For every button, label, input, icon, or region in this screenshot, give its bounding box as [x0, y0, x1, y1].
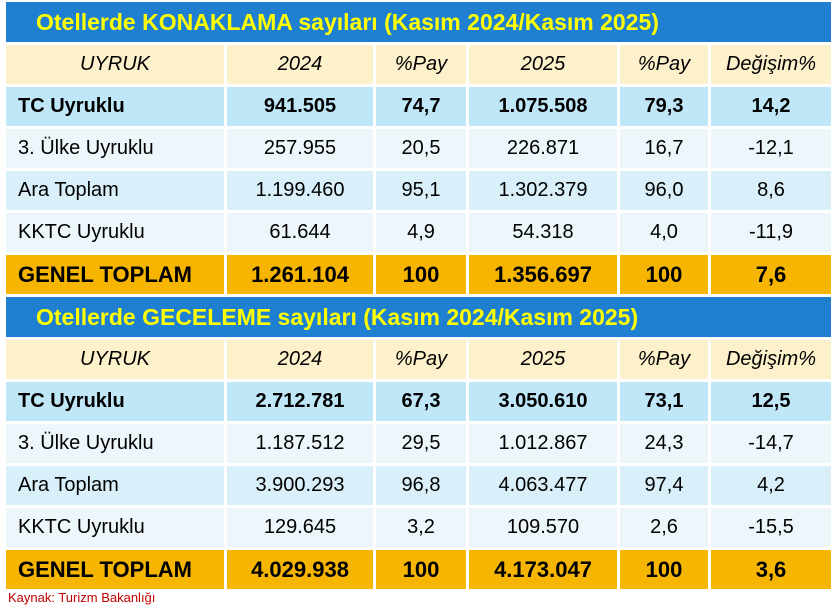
header-cell: UYRUK — [6, 45, 224, 84]
data-cell: 1.199.460 — [227, 171, 373, 210]
header-cell: %Pay — [620, 45, 708, 84]
table-block: Otellerde GECELEME sayıları (Kasım 2024/… — [6, 297, 831, 589]
data-cell: 16,7 — [620, 129, 708, 168]
data-cell: 4,9 — [376, 213, 466, 252]
data-cell: 2,6 — [620, 508, 708, 547]
data-cell: 3,6 — [711, 550, 831, 589]
data-cell: 3,2 — [376, 508, 466, 547]
data-cell: 97,4 — [620, 466, 708, 505]
row-label: TC Uyruklu — [6, 382, 224, 421]
header-cell: Değişim% — [711, 340, 831, 379]
data-cell: 96,0 — [620, 171, 708, 210]
data-cell: 1.302.379 — [469, 171, 617, 210]
data-cell: 257.955 — [227, 129, 373, 168]
row-label: Ara Toplam — [6, 466, 224, 505]
row-label: 3. Ülke Uyruklu — [6, 129, 224, 168]
data-cell: 226.871 — [469, 129, 617, 168]
header-cell: 2025 — [469, 340, 617, 379]
data-cell: 2.712.781 — [227, 382, 373, 421]
header-cell: 2024 — [227, 45, 373, 84]
tables: Otellerde KONAKLAMA sayıları (Kasım 2024… — [0, 2, 837, 589]
data-cell: 941.505 — [227, 87, 373, 126]
data-cell: 54.318 — [469, 213, 617, 252]
header-cell: UYRUK — [6, 340, 224, 379]
data-cell: 67,3 — [376, 382, 466, 421]
row-label: GENEL TOPLAM — [6, 550, 224, 589]
row-label: 3. Ülke Uyruklu — [6, 424, 224, 463]
header-cell: Değişim% — [711, 45, 831, 84]
header-cell: 2025 — [469, 45, 617, 84]
data-cell: 7,6 — [711, 255, 831, 294]
table-grid: UYRUK 2024 %Pay 2025 %Pay Değişim% TC Uyruklu 9… — [6, 45, 831, 294]
row-label: Ara Toplam — [6, 171, 224, 210]
data-cell: 4.063.477 — [469, 466, 617, 505]
data-cell: -15,5 — [711, 508, 831, 547]
row-label: TC Uyruklu — [6, 87, 224, 126]
data-cell: 1.187.512 — [227, 424, 373, 463]
data-cell: 24,3 — [620, 424, 708, 463]
data-cell: 100 — [376, 550, 466, 589]
data-cell: 4,2 — [711, 466, 831, 505]
source-note: Kaynak: Turizm Bakanlığı — [8, 590, 156, 605]
row-label: KKTC Uyruklu — [6, 508, 224, 547]
table-grid: UYRUK 2024 %Pay 2025 %Pay Değişim% TC Uyruklu 2… — [6, 340, 831, 589]
row-label: KKTC Uyruklu — [6, 213, 224, 252]
data-cell: 100 — [620, 255, 708, 294]
header-cell: %Pay — [376, 340, 466, 379]
data-cell: 73,1 — [620, 382, 708, 421]
data-cell: 109.570 — [469, 508, 617, 547]
data-cell: 14,2 — [711, 87, 831, 126]
data-cell: -14,7 — [711, 424, 831, 463]
data-cell: 20,5 — [376, 129, 466, 168]
data-cell: 100 — [620, 550, 708, 589]
data-cell: 100 — [376, 255, 466, 294]
table-title: Otellerde KONAKLAMA sayıları (Kasım 2024… — [6, 2, 831, 42]
data-cell: 3.050.610 — [469, 382, 617, 421]
data-cell: 129.645 — [227, 508, 373, 547]
data-cell: 1.261.104 — [227, 255, 373, 294]
data-cell: 3.900.293 — [227, 466, 373, 505]
data-cell: 1.012.867 — [469, 424, 617, 463]
data-cell: 1.356.697 — [469, 255, 617, 294]
data-cell: -11,9 — [711, 213, 831, 252]
data-cell: 95,1 — [376, 171, 466, 210]
data-cell: 4.029.938 — [227, 550, 373, 589]
header-cell: 2024 — [227, 340, 373, 379]
data-cell: 12,5 — [711, 382, 831, 421]
data-cell: 4.173.047 — [469, 550, 617, 589]
data-cell: 1.075.508 — [469, 87, 617, 126]
row-label: GENEL TOPLAM — [6, 255, 224, 294]
header-cell: %Pay — [620, 340, 708, 379]
data-cell: 74,7 — [376, 87, 466, 126]
data-cell: 29,5 — [376, 424, 466, 463]
header-cell: %Pay — [376, 45, 466, 84]
data-cell: 4,0 — [620, 213, 708, 252]
data-cell: 79,3 — [620, 87, 708, 126]
data-cell: 96,8 — [376, 466, 466, 505]
data-cell: 8,6 — [711, 171, 831, 210]
table-block: Otellerde KONAKLAMA sayıları (Kasım 2024… — [6, 2, 831, 294]
data-cell: -12,1 — [711, 129, 831, 168]
data-cell: 61.644 — [227, 213, 373, 252]
table-title: Otellerde GECELEME sayıları (Kasım 2024/… — [6, 297, 831, 337]
